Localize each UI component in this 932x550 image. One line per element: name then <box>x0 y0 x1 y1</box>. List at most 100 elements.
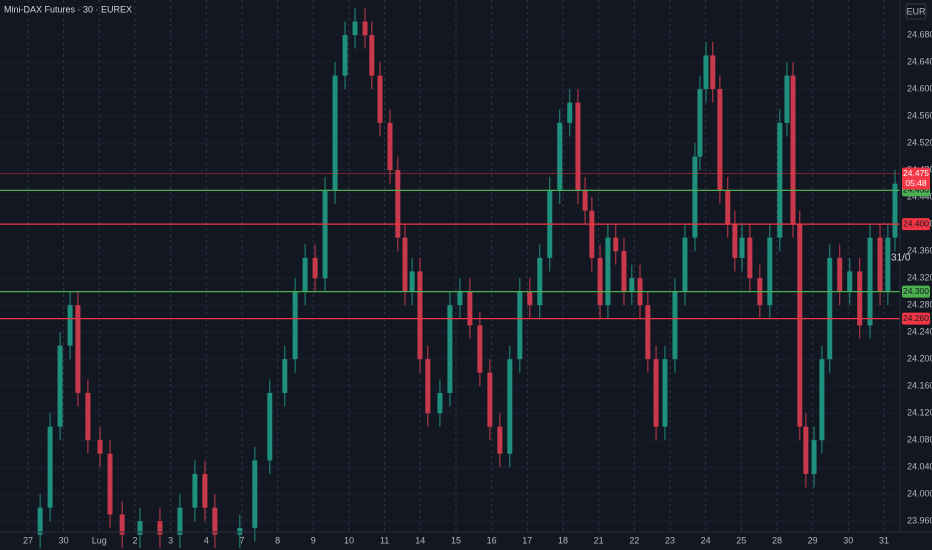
candle-body <box>682 237 688 292</box>
level-price-box <box>902 218 930 231</box>
currency-button[interactable] <box>905 3 927 20</box>
candle-body <box>857 271 863 326</box>
candle-body <box>425 359 431 414</box>
x-tick-label: 8 <box>275 535 280 545</box>
y-tick-label: 24.040 <box>907 462 932 472</box>
last-price-label: 24.475 <box>903 168 929 178</box>
candle-body <box>790 75 796 225</box>
candle-body <box>672 291 678 360</box>
x-tick-label: 27 <box>23 535 33 545</box>
candle-body <box>402 237 408 292</box>
x-tick-label: 28 <box>772 535 782 545</box>
candle-body <box>487 372 493 427</box>
candle-body <box>85 392 91 441</box>
candle-body <box>237 527 243 535</box>
candle-body <box>192 473 198 508</box>
x-tick-label: 17 <box>522 535 532 545</box>
candle-body <box>582 190 588 211</box>
candle-body <box>157 521 163 535</box>
candle-body <box>322 190 328 279</box>
candle-body <box>362 21 368 36</box>
y-tick-label: 24.640 <box>907 56 932 66</box>
annotation: 31/0 <box>891 253 911 264</box>
candle-body <box>567 102 573 123</box>
candle-body <box>302 257 308 292</box>
candle-body <box>517 291 523 360</box>
candle-body <box>837 257 843 292</box>
candle-body <box>457 291 463 306</box>
candle-body <box>37 507 43 535</box>
candle-body <box>784 75 790 123</box>
candle-body <box>312 257 318 279</box>
y-tick-label: 24.000 <box>907 489 932 499</box>
candle-body <box>621 251 627 292</box>
y-tick-label: 24.440 <box>907 192 932 202</box>
y-tick-label: 24.560 <box>907 110 932 120</box>
candle-body <box>725 190 731 225</box>
candle-body <box>797 224 803 427</box>
candle-body <box>342 35 348 76</box>
candle-body <box>467 291 473 326</box>
candle-body <box>477 325 483 373</box>
x-tick-label: 10 <box>344 535 354 545</box>
candle-body <box>137 521 143 535</box>
candle-body <box>629 278 635 292</box>
level-price-label: 24.260 <box>903 313 929 323</box>
candle-body <box>352 21 358 36</box>
candle-body <box>47 426 53 508</box>
x-tick-label: 11 <box>380 535 389 545</box>
y-tick-label: 24.240 <box>907 327 932 337</box>
candle-body <box>267 392 273 461</box>
y-tick-label: 24.200 <box>907 354 932 364</box>
candle-body <box>97 440 103 454</box>
x-tick-label: 9 <box>311 535 316 545</box>
candle-body <box>717 89 723 191</box>
candle-body <box>575 102 581 191</box>
candle-body <box>732 224 738 258</box>
x-tick-label: Lug <box>92 535 107 545</box>
x-tick-label: 21 <box>594 535 604 545</box>
candle-body <box>827 257 833 360</box>
y-tick-label: 24.360 <box>907 246 932 256</box>
candle-body <box>653 359 659 427</box>
level-price-box <box>902 285 930 298</box>
candle-body <box>119 514 125 535</box>
candle-body <box>847 271 853 292</box>
currency-label[interactable]: EUR <box>906 6 926 16</box>
x-tick-label: 31 <box>879 535 889 545</box>
candle-body <box>803 426 809 474</box>
candle-body <box>605 237 611 306</box>
candle-body <box>613 237 619 252</box>
candle-body <box>282 359 288 393</box>
candle-body <box>589 210 595 258</box>
y-tick-label: 24.520 <box>907 138 932 148</box>
candle-body <box>697 89 703 157</box>
y-tick-label: 24.600 <box>907 83 932 93</box>
last-price-box <box>902 167 930 190</box>
candle-body <box>395 170 401 238</box>
candle-body <box>67 305 73 346</box>
x-tick-label: 24 <box>701 535 711 545</box>
x-tick-label: 23 <box>665 535 675 545</box>
y-tick-label: 24.280 <box>907 300 932 310</box>
overlay <box>0 173 900 320</box>
x-tick-label: 2 <box>132 535 137 545</box>
y-tick-label: 24.160 <box>907 381 932 391</box>
candle-body <box>409 271 415 292</box>
y-tick-label: 24.320 <box>907 273 932 283</box>
candle-body <box>202 473 208 508</box>
level-price-label: 24.300 <box>903 286 929 296</box>
countdown-label: 05:48 <box>905 178 927 188</box>
candle-body <box>497 426 503 454</box>
candle-body <box>747 237 753 279</box>
candle-body <box>292 291 298 360</box>
candle-body <box>107 453 113 515</box>
candle-body <box>767 237 773 306</box>
candle-body <box>507 359 513 454</box>
candle-body <box>885 237 891 292</box>
candle-body <box>692 156 698 238</box>
x-tick-label: 25 <box>736 535 746 545</box>
candle-body <box>703 55 709 90</box>
